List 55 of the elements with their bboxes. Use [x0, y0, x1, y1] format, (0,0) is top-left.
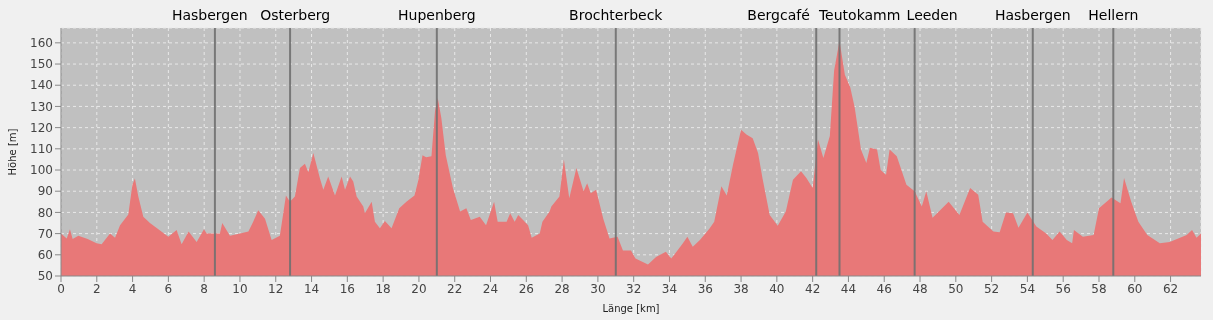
x-tick-label: 14: [303, 281, 320, 296]
y-tick-label: 130: [30, 99, 53, 114]
x-tick-label: 52: [983, 281, 1000, 296]
y-tick-label: 80: [37, 205, 53, 220]
x-tick-label: 58: [1091, 281, 1107, 296]
y-tick-label: 60: [37, 248, 53, 263]
ref-line-label: Hellern: [1088, 7, 1139, 23]
x-tick-label: 36: [697, 281, 713, 296]
y-tick-label: 50: [37, 269, 53, 284]
x-tick-label: 24: [482, 281, 499, 296]
ref-line-label: Hasbergen: [994, 7, 1071, 23]
x-tick-label: 12: [268, 281, 284, 296]
x-tick-label: 10: [232, 281, 248, 296]
ref-line-label: Osterberg: [260, 7, 331, 23]
x-tick-label: 30: [590, 281, 606, 296]
y-tick-label: 90: [37, 184, 53, 199]
ref-line-label: Hupenberg: [397, 7, 476, 23]
ref-line-label: Teutokamm: [817, 7, 901, 23]
x-tick-label: 46: [876, 281, 892, 296]
x-tick-label: 28: [554, 281, 570, 296]
x-tick-label: 50: [948, 281, 964, 296]
y-tick-label: 140: [30, 78, 53, 93]
x-tick-label: 32: [626, 281, 642, 296]
x-tick-label: 54: [1019, 281, 1036, 296]
x-tick-label: 8: [200, 281, 208, 296]
y-tick-label: 110: [30, 142, 53, 157]
x-tick-label: 44: [840, 281, 857, 296]
x-tick-label: 38: [733, 281, 749, 296]
x-tick-label: 22: [447, 281, 463, 296]
y-tick-label: 160: [30, 36, 53, 51]
x-tick-label: 62: [1162, 281, 1179, 296]
x-tick-label: 2: [92, 281, 101, 296]
x-tick-label: 60: [1127, 281, 1143, 296]
y-tick-label: 120: [30, 120, 53, 135]
ref-line-label: Leeden: [906, 7, 958, 23]
x-tick-label: 40: [769, 281, 785, 296]
y-axis-title: Höhe [m]: [6, 128, 18, 176]
x-tick-label: 18: [375, 281, 391, 296]
x-tick-label: 42: [805, 281, 821, 296]
x-axis-title: Länge [km]: [602, 303, 660, 314]
y-tick-label: 150: [30, 57, 53, 72]
x-tick-label: 16: [339, 281, 355, 296]
y-tick-label: 70: [37, 226, 53, 241]
ref-line-label: Bergcafé: [747, 7, 810, 23]
x-tick-label: 0: [57, 281, 65, 296]
x-tick-label: 34: [661, 281, 678, 296]
ref-line-label: Brochterbeck: [569, 7, 664, 23]
x-tick-label: 26: [518, 281, 534, 296]
x-tick-label: 4: [128, 281, 137, 296]
x-tick-label: 56: [1055, 281, 1071, 296]
x-tick-label: 48: [912, 281, 928, 296]
x-tick-label: 20: [411, 281, 427, 296]
y-tick-label: 100: [30, 163, 53, 178]
x-tick-label: 6: [164, 281, 173, 296]
ref-line-label: Hasbergen: [171, 7, 248, 23]
